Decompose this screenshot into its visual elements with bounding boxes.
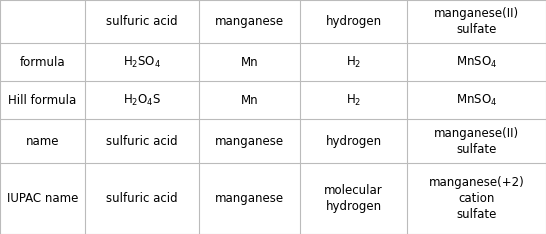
Text: Mn: Mn bbox=[241, 56, 259, 69]
Text: formula: formula bbox=[20, 56, 65, 69]
Text: Hill formula: Hill formula bbox=[8, 94, 76, 107]
Text: IUPAC name: IUPAC name bbox=[7, 192, 78, 205]
Text: $\mathregular{MnSO_4}$: $\mathregular{MnSO_4}$ bbox=[456, 93, 497, 108]
Text: manganese(II)
sulfate: manganese(II) sulfate bbox=[434, 7, 519, 36]
Text: $\mathregular{MnSO_4}$: $\mathregular{MnSO_4}$ bbox=[456, 55, 497, 70]
Text: $\mathregular{H_2O_4S}$: $\mathregular{H_2O_4S}$ bbox=[123, 93, 161, 108]
Text: manganese(+2)
cation
sulfate: manganese(+2) cation sulfate bbox=[429, 176, 524, 221]
Text: manganese: manganese bbox=[215, 192, 284, 205]
Text: manganese(II)
sulfate: manganese(II) sulfate bbox=[434, 127, 519, 156]
Text: Mn: Mn bbox=[241, 94, 259, 107]
Text: $\mathregular{H_2SO_4}$: $\mathregular{H_2SO_4}$ bbox=[123, 55, 161, 70]
Text: name: name bbox=[26, 135, 59, 147]
Text: sulfuric acid: sulfuric acid bbox=[106, 15, 178, 28]
Text: $\mathregular{H_2}$: $\mathregular{H_2}$ bbox=[346, 55, 361, 70]
Text: $\mathregular{H_2}$: $\mathregular{H_2}$ bbox=[346, 93, 361, 108]
Text: molecular
hydrogen: molecular hydrogen bbox=[324, 184, 383, 213]
Text: manganese: manganese bbox=[215, 15, 284, 28]
Text: sulfuric acid: sulfuric acid bbox=[106, 192, 178, 205]
Text: hydrogen: hydrogen bbox=[325, 135, 382, 147]
Text: hydrogen: hydrogen bbox=[325, 15, 382, 28]
Text: manganese: manganese bbox=[215, 135, 284, 147]
Text: sulfuric acid: sulfuric acid bbox=[106, 135, 178, 147]
